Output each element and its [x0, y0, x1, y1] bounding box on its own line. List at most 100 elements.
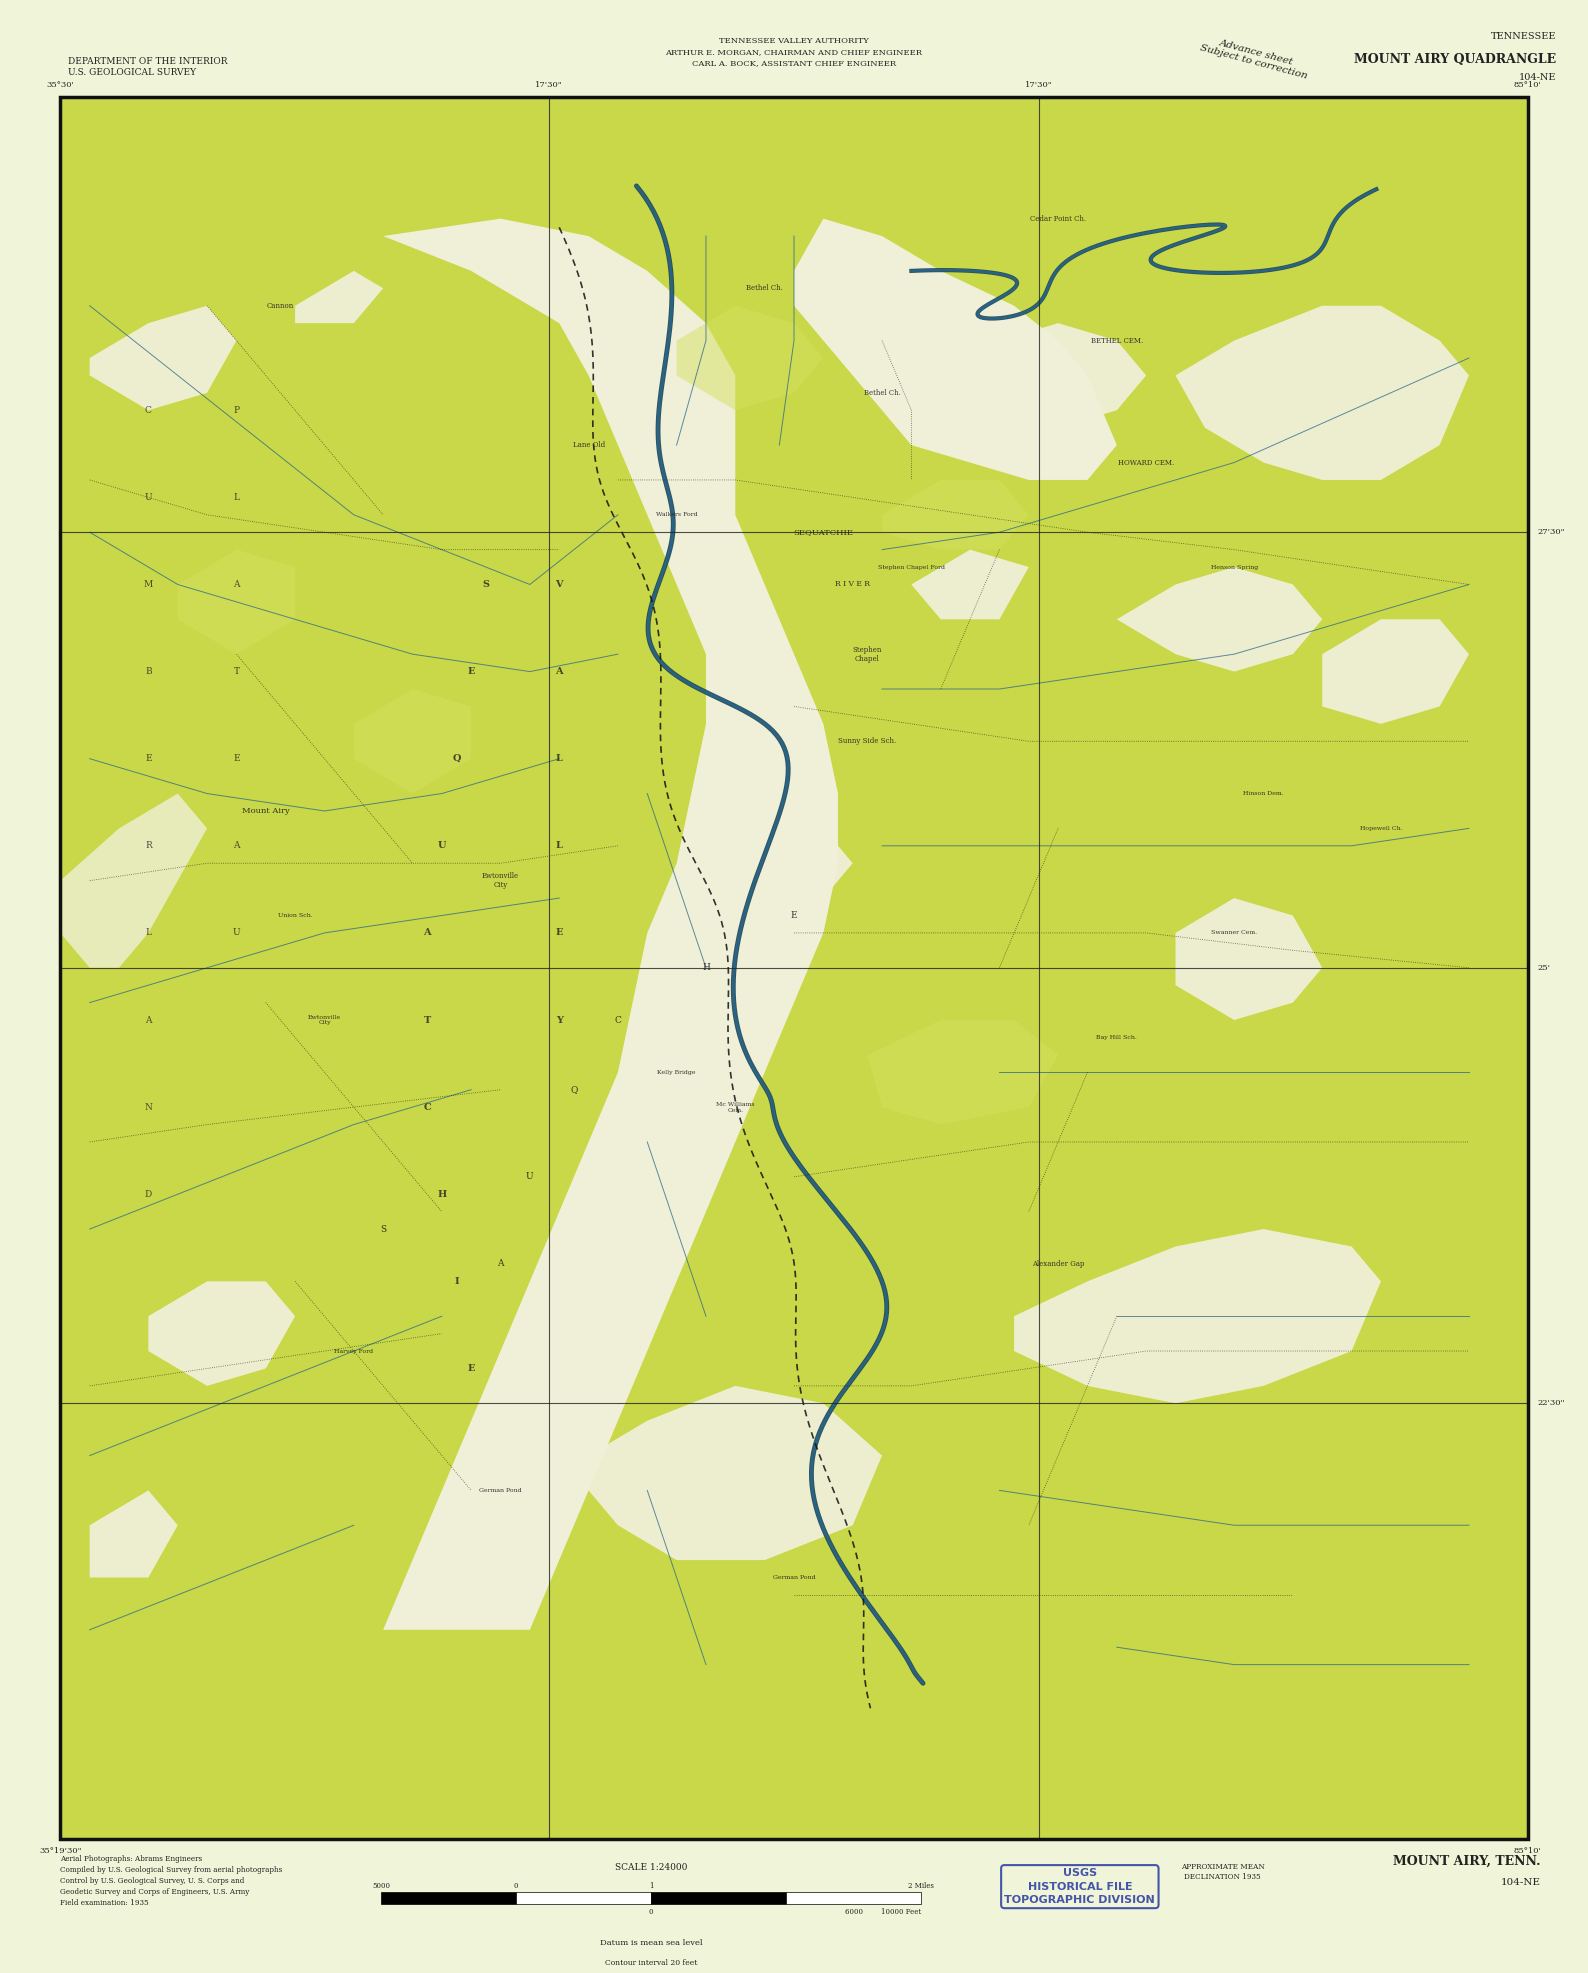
Text: A: A [233, 840, 240, 850]
Text: L: L [146, 929, 151, 937]
Bar [381, 1892, 516, 1904]
Text: A: A [556, 667, 564, 677]
Text: 104-NE: 104-NE [1501, 1878, 1540, 1888]
Text: A: A [497, 1259, 503, 1269]
Polygon shape [1116, 566, 1323, 671]
Polygon shape [354, 689, 472, 793]
Text: L: L [233, 493, 240, 501]
Text: Contour interval 20 feet: Contour interval 20 feet [605, 1959, 697, 1967]
Text: U: U [438, 840, 446, 850]
Text: Cannon: Cannon [267, 302, 294, 310]
Text: Aerial Photographs: Abrams Engineers
Compiled by U.S. Geological Survey from aer: Aerial Photographs: Abrams Engineers Com… [60, 1855, 283, 1906]
Text: Sunny Side Sch.: Sunny Side Sch. [838, 738, 897, 746]
Bar [651, 1892, 786, 1904]
Text: 17'30": 17'30" [535, 81, 562, 89]
Bar [60, 97, 1528, 1839]
Bar [786, 1892, 921, 1904]
Text: 17'30": 17'30" [1026, 81, 1053, 89]
Text: P: P [233, 406, 240, 414]
Text: 25': 25' [1537, 963, 1550, 973]
Text: BETHEL CEM.: BETHEL CEM. [1091, 337, 1143, 345]
Text: TENNESSEE VALLEY AUTHORITY
ARTHUR E. MORGAN, CHAIRMAN AND CHIEF ENGINEER
CARL A.: TENNESSEE VALLEY AUTHORITY ARTHUR E. MOR… [665, 37, 923, 67]
Text: A: A [424, 929, 430, 937]
Text: A: A [145, 1016, 151, 1024]
Text: Bethel Ch.: Bethel Ch. [864, 389, 900, 397]
Text: R: R [145, 840, 152, 850]
Text: Cedar Point Ch.: Cedar Point Ch. [1031, 215, 1086, 223]
Text: Q: Q [453, 754, 461, 764]
Text: German Pond: German Pond [480, 1488, 522, 1494]
Text: Ewtonville
City: Ewtonville City [483, 872, 519, 890]
Text: B: B [145, 667, 152, 677]
Text: Hopewell Ch.: Hopewell Ch. [1359, 827, 1402, 831]
Text: Union Sch.: Union Sch. [278, 913, 313, 917]
Polygon shape [1175, 306, 1469, 479]
Text: U: U [232, 929, 240, 937]
Text: D: D [145, 1190, 152, 1200]
Text: C: C [615, 1016, 621, 1024]
Text: Q: Q [570, 1085, 578, 1095]
Text: Alexander Gap: Alexander Gap [1032, 1261, 1085, 1269]
Text: Henson Spring: Henson Spring [1210, 564, 1258, 570]
Text: 35°19'30": 35°19'30" [40, 1847, 81, 1855]
Text: T: T [233, 667, 240, 677]
Text: 1: 1 [649, 1882, 653, 1890]
Bar [60, 97, 1528, 1839]
Polygon shape [60, 793, 206, 967]
Text: Y: Y [556, 1016, 562, 1024]
Polygon shape [295, 270, 383, 324]
Bar [516, 1892, 651, 1904]
Text: Stephen
Chapel: Stephen Chapel [853, 645, 881, 663]
Text: DEPARTMENT OF THE INTERIOR
U.S. GEOLOGICAL SURVEY: DEPARTMENT OF THE INTERIOR U.S. GEOLOGIC… [68, 57, 227, 77]
Text: USGS
HISTORICAL FILE
TOPOGRAPHIC DIVISION: USGS HISTORICAL FILE TOPOGRAPHIC DIVISIO… [1005, 1868, 1154, 1904]
Text: N: N [145, 1103, 152, 1111]
Text: R I V E R: R I V E R [835, 580, 870, 588]
Text: Bethel Ch.: Bethel Ch. [746, 284, 783, 292]
Text: HOWARD CEM.: HOWARD CEM. [1118, 458, 1174, 466]
Text: 35°30': 35°30' [46, 81, 75, 89]
Text: H: H [437, 1190, 446, 1200]
Text: Advance sheet
Subject to correction: Advance sheet Subject to correction [1199, 34, 1310, 81]
Text: Kelly Bridge: Kelly Bridge [657, 1069, 696, 1075]
Text: 85°10': 85°10' [1513, 1847, 1542, 1855]
Text: Bay Hill Sch.: Bay Hill Sch. [1096, 1036, 1137, 1040]
Text: I: I [454, 1277, 459, 1286]
Text: German Pond: German Pond [773, 1574, 815, 1580]
Text: 5000: 5000 [372, 1882, 391, 1890]
Text: 104-NE: 104-NE [1518, 73, 1556, 83]
Text: S: S [483, 580, 489, 590]
Text: MOUNT AIRY QUADRANGLE: MOUNT AIRY QUADRANGLE [1355, 53, 1556, 67]
Text: TENNESSEE: TENNESSEE [1491, 32, 1556, 41]
Polygon shape [148, 1280, 295, 1385]
Text: Ewtonville
City: Ewtonville City [308, 1014, 341, 1026]
Text: L: L [556, 840, 562, 850]
Text: Mc Williams
Cem.: Mc Williams Cem. [716, 1101, 754, 1113]
Text: V: V [556, 580, 564, 590]
Text: Swanner Cem.: Swanner Cem. [1212, 931, 1258, 935]
Polygon shape [1015, 1229, 1382, 1403]
Polygon shape [1175, 898, 1323, 1020]
Text: E: E [467, 667, 475, 677]
Polygon shape [589, 1385, 881, 1561]
Text: E: E [233, 754, 240, 764]
Text: L: L [556, 754, 562, 764]
Text: Harvey Ford: Harvey Ford [333, 1348, 373, 1353]
Polygon shape [881, 479, 1029, 550]
Text: E: E [556, 929, 564, 937]
Text: Hinson Dem.: Hinson Dem. [1243, 791, 1283, 795]
Text: 0: 0 [515, 1882, 518, 1890]
Polygon shape [676, 306, 823, 410]
Polygon shape [89, 306, 237, 410]
Text: Stephen Chapel Ford: Stephen Chapel Ford [878, 564, 945, 570]
Polygon shape [912, 550, 1029, 620]
Polygon shape [867, 1020, 1058, 1125]
Text: Datum is mean sea level: Datum is mean sea level [600, 1939, 702, 1947]
Text: 0: 0 [649, 1908, 653, 1916]
Text: Mount Airy: Mount Airy [241, 807, 289, 815]
Text: S: S [380, 1225, 386, 1233]
Text: 85°10': 85°10' [1513, 81, 1542, 89]
Polygon shape [940, 324, 1147, 428]
Text: APPROXIMATE MEAN
DECLINATION 1935: APPROXIMATE MEAN DECLINATION 1935 [1181, 1863, 1264, 1880]
Text: E: E [467, 1363, 475, 1373]
Text: T: T [424, 1016, 430, 1024]
